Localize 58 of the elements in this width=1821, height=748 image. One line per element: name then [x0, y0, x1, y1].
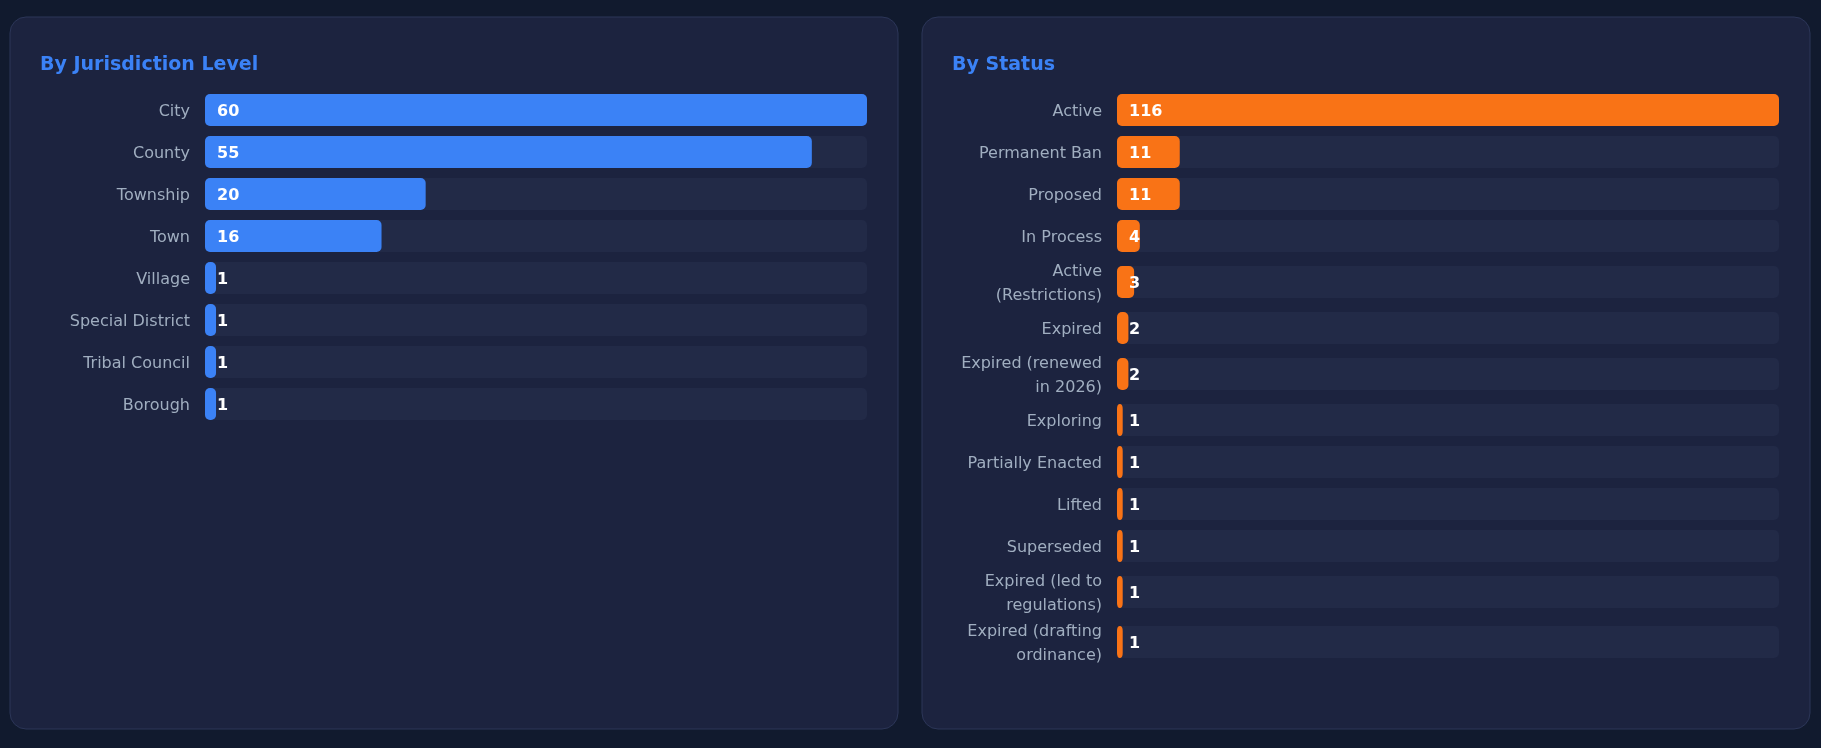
bar [1117, 576, 1123, 608]
y-tick-label: Tribal Council [82, 353, 190, 372]
data-label: 1 [1129, 537, 1141, 556]
data-label: 11 [1129, 185, 1152, 204]
y-tick-label: In Process [1021, 227, 1102, 246]
y-tick-label: Permanent Ban [978, 143, 1102, 162]
chart-title: By Jurisdiction Level [40, 52, 259, 74]
y-tick-label: Active (Restrictions) [995, 261, 1102, 304]
y-tick-label: Borough [122, 395, 190, 414]
y-tick-label: Expired (renewed in 2026) [961, 353, 1102, 396]
data-label: 1 [217, 311, 229, 330]
data-label: 2 [1129, 319, 1141, 338]
data-label: 1 [1129, 495, 1141, 514]
y-tick-label: Town [148, 227, 190, 246]
data-label: 1 [217, 269, 229, 288]
bar [1117, 312, 1129, 344]
y-tick-label: Proposed [1028, 185, 1102, 204]
data-label: 1 [1129, 633, 1141, 652]
y-tick-label: Village [136, 269, 190, 288]
y-tick-label: Expired (drafting ordinance) [967, 621, 1102, 664]
y-tick-label: Special District [69, 311, 190, 330]
bar [205, 262, 217, 294]
y-tick-label: Exploring [1026, 411, 1102, 430]
bar [205, 94, 867, 126]
data-label: 116 [1129, 101, 1163, 120]
data-label: 20 [217, 185, 240, 204]
bar [205, 346, 217, 378]
bar [205, 178, 426, 210]
bar [205, 136, 812, 168]
data-label: 1 [1129, 583, 1141, 602]
bar [1117, 488, 1123, 520]
y-tick-label: County [133, 143, 190, 162]
data-label: 16 [217, 227, 240, 246]
bar [205, 304, 217, 336]
y-tick-label: Active [1052, 101, 1102, 120]
data-label: 4 [1129, 227, 1141, 246]
bar [1117, 358, 1129, 390]
y-tick-label: Expired [1041, 319, 1102, 338]
chart-title: By Status [952, 52, 1055, 74]
data-label: 1 [217, 395, 229, 414]
data-label: 11 [1129, 143, 1152, 162]
data-label: 2 [1129, 365, 1141, 384]
bar [205, 220, 382, 252]
y-tick-label: Expired (led to regulations) [984, 571, 1102, 614]
bar [1117, 136, 1180, 168]
y-tick-label: City [158, 101, 190, 120]
bar [1117, 446, 1123, 478]
bar [205, 388, 217, 420]
bar [1117, 178, 1180, 210]
y-tick-label: Township [115, 185, 190, 204]
y-tick-label: Partially Enacted [967, 453, 1102, 472]
data-label: 60 [217, 101, 240, 120]
data-label: 55 [217, 143, 240, 162]
data-label: 1 [217, 353, 229, 372]
y-tick-label: Superseded [1006, 537, 1102, 556]
data-label: 1 [1129, 411, 1141, 430]
data-label: 1 [1129, 453, 1141, 472]
y-tick-label: Lifted [1057, 495, 1102, 514]
